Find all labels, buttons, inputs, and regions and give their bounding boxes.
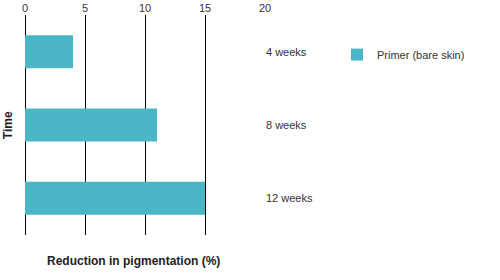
svg-text:4 weeks: 4 weeks <box>266 46 307 58</box>
svg-text:Primer (bare skin): Primer (bare skin) <box>377 49 464 61</box>
svg-text:5: 5 <box>82 2 88 14</box>
svg-text:0: 0 <box>22 2 28 14</box>
svg-text:Time: Time <box>1 111 15 139</box>
svg-text:12 weeks: 12 weeks <box>266 192 313 204</box>
svg-text:Reduction in pigmentation (%): Reduction in pigmentation (%) <box>47 254 220 268</box>
svg-text:15: 15 <box>199 2 211 14</box>
svg-text:20: 20 <box>259 2 271 14</box>
svg-text:8 weeks: 8 weeks <box>266 119 307 131</box>
svg-text:10: 10 <box>139 2 151 14</box>
